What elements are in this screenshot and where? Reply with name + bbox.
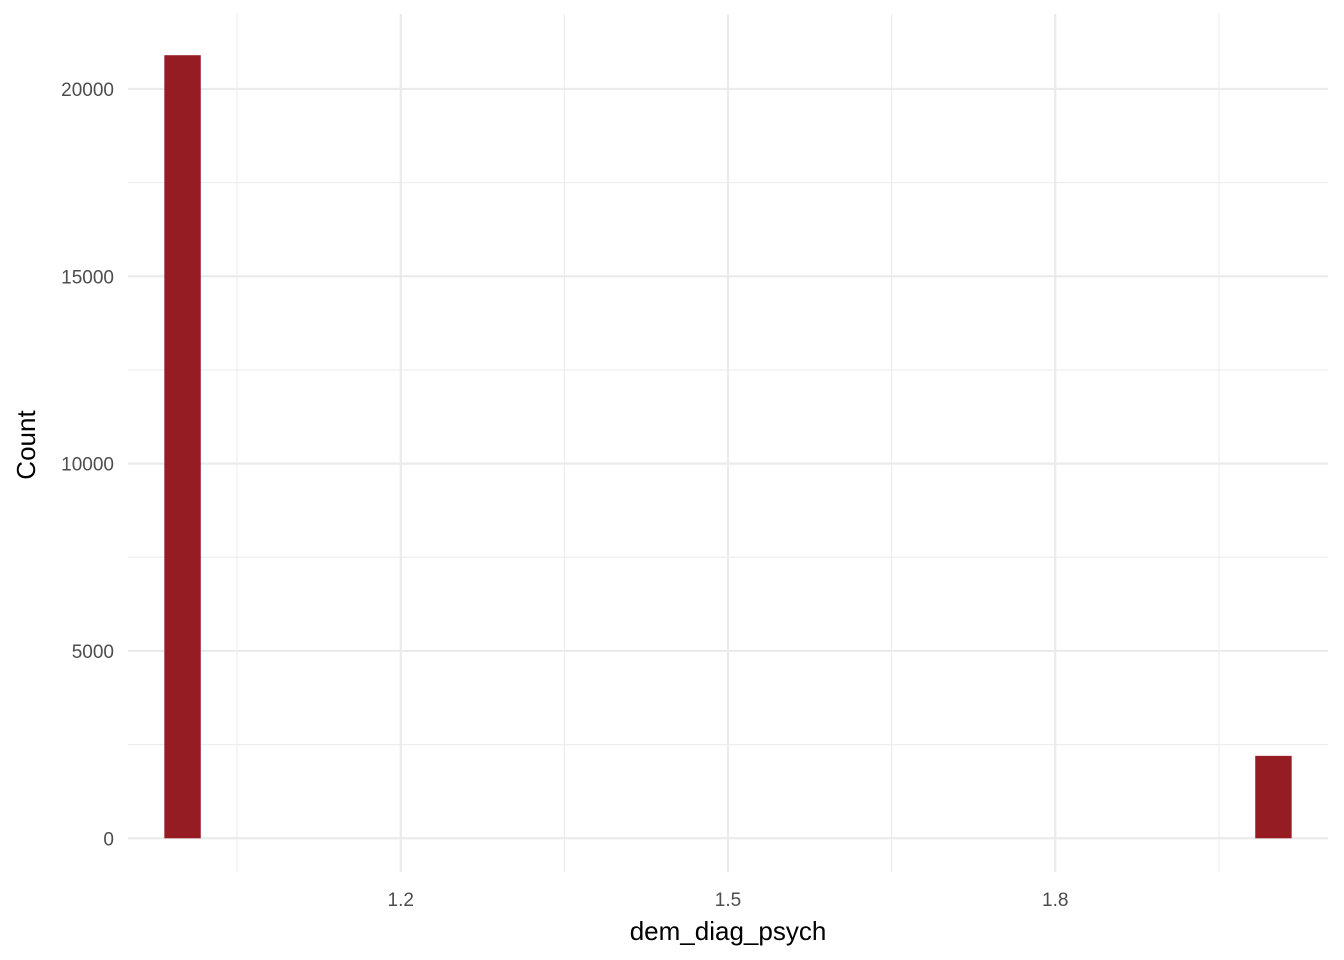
y-tick-label-1: 5000 — [72, 642, 114, 663]
histogram-bars — [164, 55, 1292, 839]
x-tick-label-2: 1.8 — [1042, 890, 1068, 911]
x-tick-label-0: 1.2 — [388, 890, 414, 911]
x-tick-label-1: 1.5 — [715, 890, 741, 911]
histogram-bar-0 — [164, 55, 201, 839]
major-gridlines — [128, 14, 1328, 872]
y-tick-label-4: 20000 — [61, 80, 114, 101]
x-axis-title: dem_diag_psych — [630, 916, 827, 946]
y-axis-title: Count — [11, 410, 41, 480]
y-tick-label-3: 15000 — [61, 267, 114, 288]
y-tick-label-0: 0 — [103, 829, 114, 850]
y-tick-label-2: 10000 — [61, 455, 114, 476]
y-axis-tick-labels: 0 5000 10000 15000 20000 — [61, 80, 114, 850]
x-axis-tick-labels: 1.2 1.5 1.8 — [388, 890, 1069, 911]
histogram-bar-1 — [1255, 755, 1292, 839]
